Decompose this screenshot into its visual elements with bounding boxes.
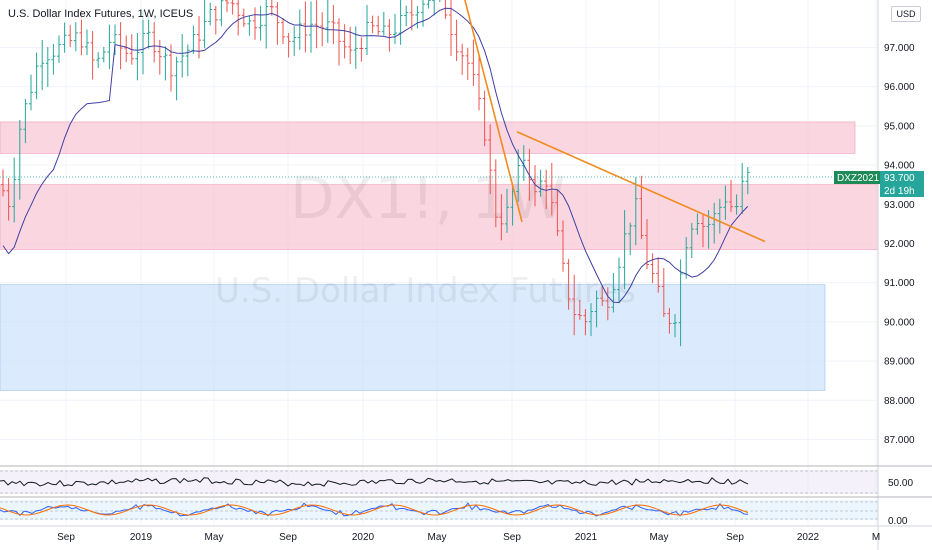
price-tick-label: 91.000 [884,278,915,289]
price-tick-label: 87.000 [884,435,915,446]
price-tick-label: 90.000 [884,317,915,328]
price-tick-label: 88.000 [884,396,915,407]
stoch-k-line [0,502,749,517]
time-tick-label: 2020 [352,532,375,543]
price-tick-label: 93.000 [884,200,915,211]
price-tick-label: 92.000 [884,239,915,250]
rsi-tick-label: 50.00 [888,478,913,489]
price-tag-bg [880,171,924,197]
price-tick-label: 95.000 [884,121,915,132]
time-axis: Sep 2019 May Sep 2020 May Sep 2021 May Sep 2022 M [57,532,880,543]
time-tick-label: M [872,532,880,543]
rsi-panel: 50.00 [0,470,913,494]
time-tick-label: 2021 [575,532,598,543]
chart-title: U.S. Dollar Index Futures, 1W, ICEUS [6,8,196,20]
time-tick-label: Sep [503,532,521,543]
stoch-tick-label: 0.00 [888,516,908,527]
stochastic-panel: 0.00 [0,500,908,527]
price-tag-price: 93.700 [884,173,915,184]
zones [0,121,879,391]
moving-average-line [2,7,749,304]
time-tick-label: May [428,532,447,543]
candles [1,0,750,347]
time-tick-label: Sep [57,532,75,543]
time-tick-label: Sep [279,532,297,543]
trendline[interactable] [516,131,766,243]
zone-resistance-lower[interactable] [0,184,879,250]
rsi-line [0,477,749,487]
trendlines[interactable] [464,0,766,243]
time-tick-label: 2022 [797,532,820,543]
time-tick-label: 2019 [130,532,153,543]
price-tag-symbol: DXZ2021 [837,173,880,184]
watermark-name: U.S. Dollar Index Futures [215,271,636,311]
price-tick-label: 96.000 [884,82,915,93]
time-tick-label: May [650,532,669,543]
time-tick-label: Sep [726,532,744,543]
price-tag-countdown: 2d 19h [884,186,915,197]
price-tag-symbol-bg [834,171,880,184]
price-tick-label: 94.000 [884,161,915,172]
price-tick-label: 97.000 [884,43,915,54]
zone-support[interactable] [0,284,826,391]
watermark-symbol: DX1!, 1W [290,164,566,232]
time-tick-label: May [205,532,224,543]
stoch-d-line [0,504,749,516]
price-tick-label: 89.000 [884,357,915,368]
price-axis: 97.000 96.000 95.000 94.000 93.000 92.000 91.0… [884,43,915,446]
currency-button[interactable]: USD [891,6,921,22]
trendline[interactable] [464,0,523,223]
zone-resistance-upper[interactable] [0,121,856,154]
